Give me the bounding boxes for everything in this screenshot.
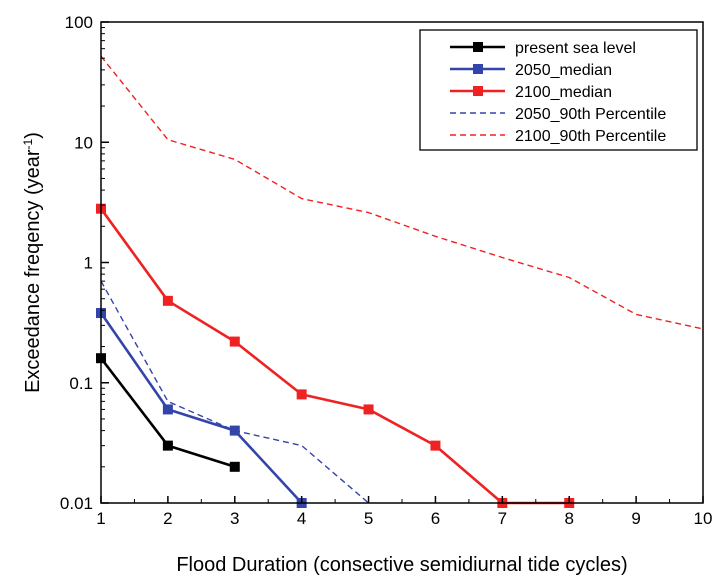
y-axis-title-close: ) <box>22 132 44 139</box>
x-tick-label: 10 <box>694 509 713 528</box>
legend-label: present sea level <box>515 40 636 57</box>
data-point <box>430 440 441 451</box>
axis-layer: 1 2 3 4 5 6 7 8 9 10 0.01 0.1 1 10 100 <box>60 13 713 528</box>
y-tick-label: 10 <box>74 133 93 152</box>
data-point <box>363 404 374 415</box>
x-axis-title: Flood Duration (consective semidiurnal t… <box>176 554 627 576</box>
data-point <box>229 336 240 347</box>
legend-marker <box>473 64 483 74</box>
legend-label: 2100_90th Percentile <box>515 128 666 145</box>
legend: present sea level 2050_median 2100_median 2… <box>419 29 698 151</box>
legend-item: 2100_median <box>450 84 612 101</box>
series-2100-median <box>96 203 575 508</box>
y-axis-title-superscript: -1 <box>21 138 35 149</box>
series-2050-median <box>96 308 307 508</box>
legend-label: 2100_median <box>515 84 612 101</box>
y-axis-title: Exceedance freqency (year-1) <box>21 132 44 393</box>
y-axis-title-main: Exceedance freqency (year <box>22 149 44 393</box>
x-tick-label: 3 <box>230 509 239 528</box>
legend-item: 2050_median <box>450 62 612 79</box>
y-tick-label: 0.1 <box>69 374 93 393</box>
series-line <box>99 207 570 505</box>
series-line <box>99 312 303 504</box>
data-point <box>296 389 307 400</box>
series-line <box>100 55 704 330</box>
legend-label: 2050_median <box>515 62 612 79</box>
data-point <box>162 404 173 415</box>
x-tick-label: 2 <box>163 509 172 528</box>
series-2050-90th-percentile <box>100 280 370 504</box>
legend-marker <box>473 86 483 96</box>
x-tick-label: 5 <box>364 509 373 528</box>
x-tick-label: 8 <box>564 509 573 528</box>
x-tick-label: 6 <box>431 509 440 528</box>
x-tick-label: 7 <box>498 509 507 528</box>
data-point <box>229 461 240 472</box>
x-tick-label: 4 <box>297 509 306 528</box>
legend-marker <box>473 42 483 52</box>
legend-item: 2050_90th Percentile <box>450 106 666 123</box>
legend-item: 2100_90th Percentile <box>450 128 666 145</box>
legend-label: 2050_90th Percentile <box>515 106 666 123</box>
series-2100-90th-percentile <box>100 55 704 330</box>
series-line <box>100 280 370 504</box>
x-tick-label: 1 <box>96 509 105 528</box>
y-tick-label: 0.01 <box>60 494 93 513</box>
data-point <box>162 295 173 306</box>
y-tick-label: 1 <box>84 254 93 273</box>
y-tick-label: 100 <box>65 13 93 32</box>
data-point <box>162 440 173 451</box>
x-tick-label: 9 <box>631 509 640 528</box>
legend-item: present sea level <box>450 40 636 57</box>
